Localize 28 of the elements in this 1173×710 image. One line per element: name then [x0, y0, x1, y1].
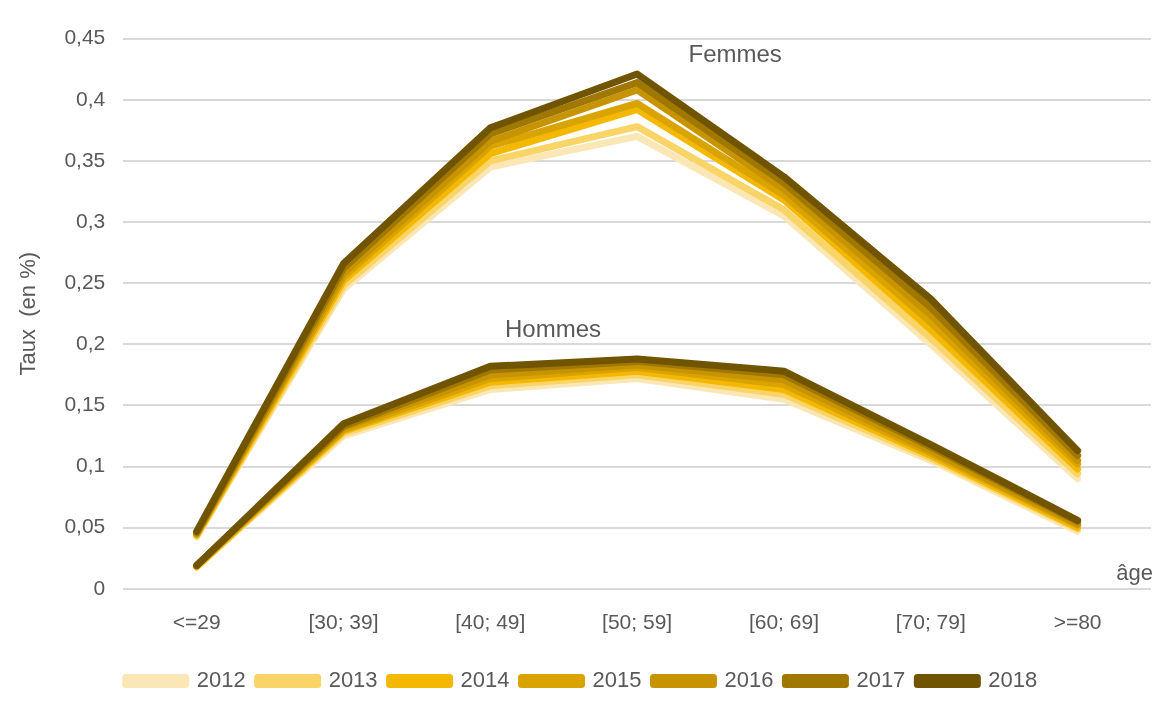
x-axis-title: âge — [1116, 559, 1153, 585]
x-tick-label: <=29 — [172, 610, 221, 634]
legend-label: 2012 — [196, 667, 246, 693]
x-tick-label: [50; 59] — [602, 610, 673, 634]
x-tick-label: [40; 49] — [455, 610, 526, 634]
y-tick-label: 0 — [93, 575, 106, 599]
annotation: Femmes — [688, 39, 782, 67]
y-tick-label: 0,2 — [76, 331, 106, 355]
y-tick-label: 0,45 — [64, 25, 106, 49]
legend-label: 2013 — [328, 667, 378, 693]
y-tick-label: 0,4 — [76, 86, 106, 110]
annotation: Hommes — [505, 314, 602, 342]
y-tick-label: 0,3 — [76, 208, 106, 232]
legend-label: 2014 — [460, 667, 510, 693]
legend-label: 2015 — [592, 667, 642, 693]
y-tick-label: 0,35 — [64, 147, 106, 171]
x-tick-label: [30; 39] — [308, 610, 379, 634]
y-tick-label: 0,15 — [64, 392, 106, 416]
y-tick-label: 0,1 — [76, 453, 106, 477]
x-tick-label: [70; 79] — [895, 610, 966, 634]
y-axis-title: Taux (en %) — [15, 251, 41, 376]
y-tick-label: 0,05 — [64, 514, 106, 538]
legend-label: 2016 — [724, 667, 774, 693]
legend-label: 2017 — [856, 667, 906, 693]
legend-label: 2018 — [988, 667, 1038, 693]
x-tick-label: >=80 — [1053, 610, 1102, 634]
x-tick-label: [60; 69] — [748, 610, 819, 634]
y-tick-label: 0,25 — [64, 269, 106, 293]
